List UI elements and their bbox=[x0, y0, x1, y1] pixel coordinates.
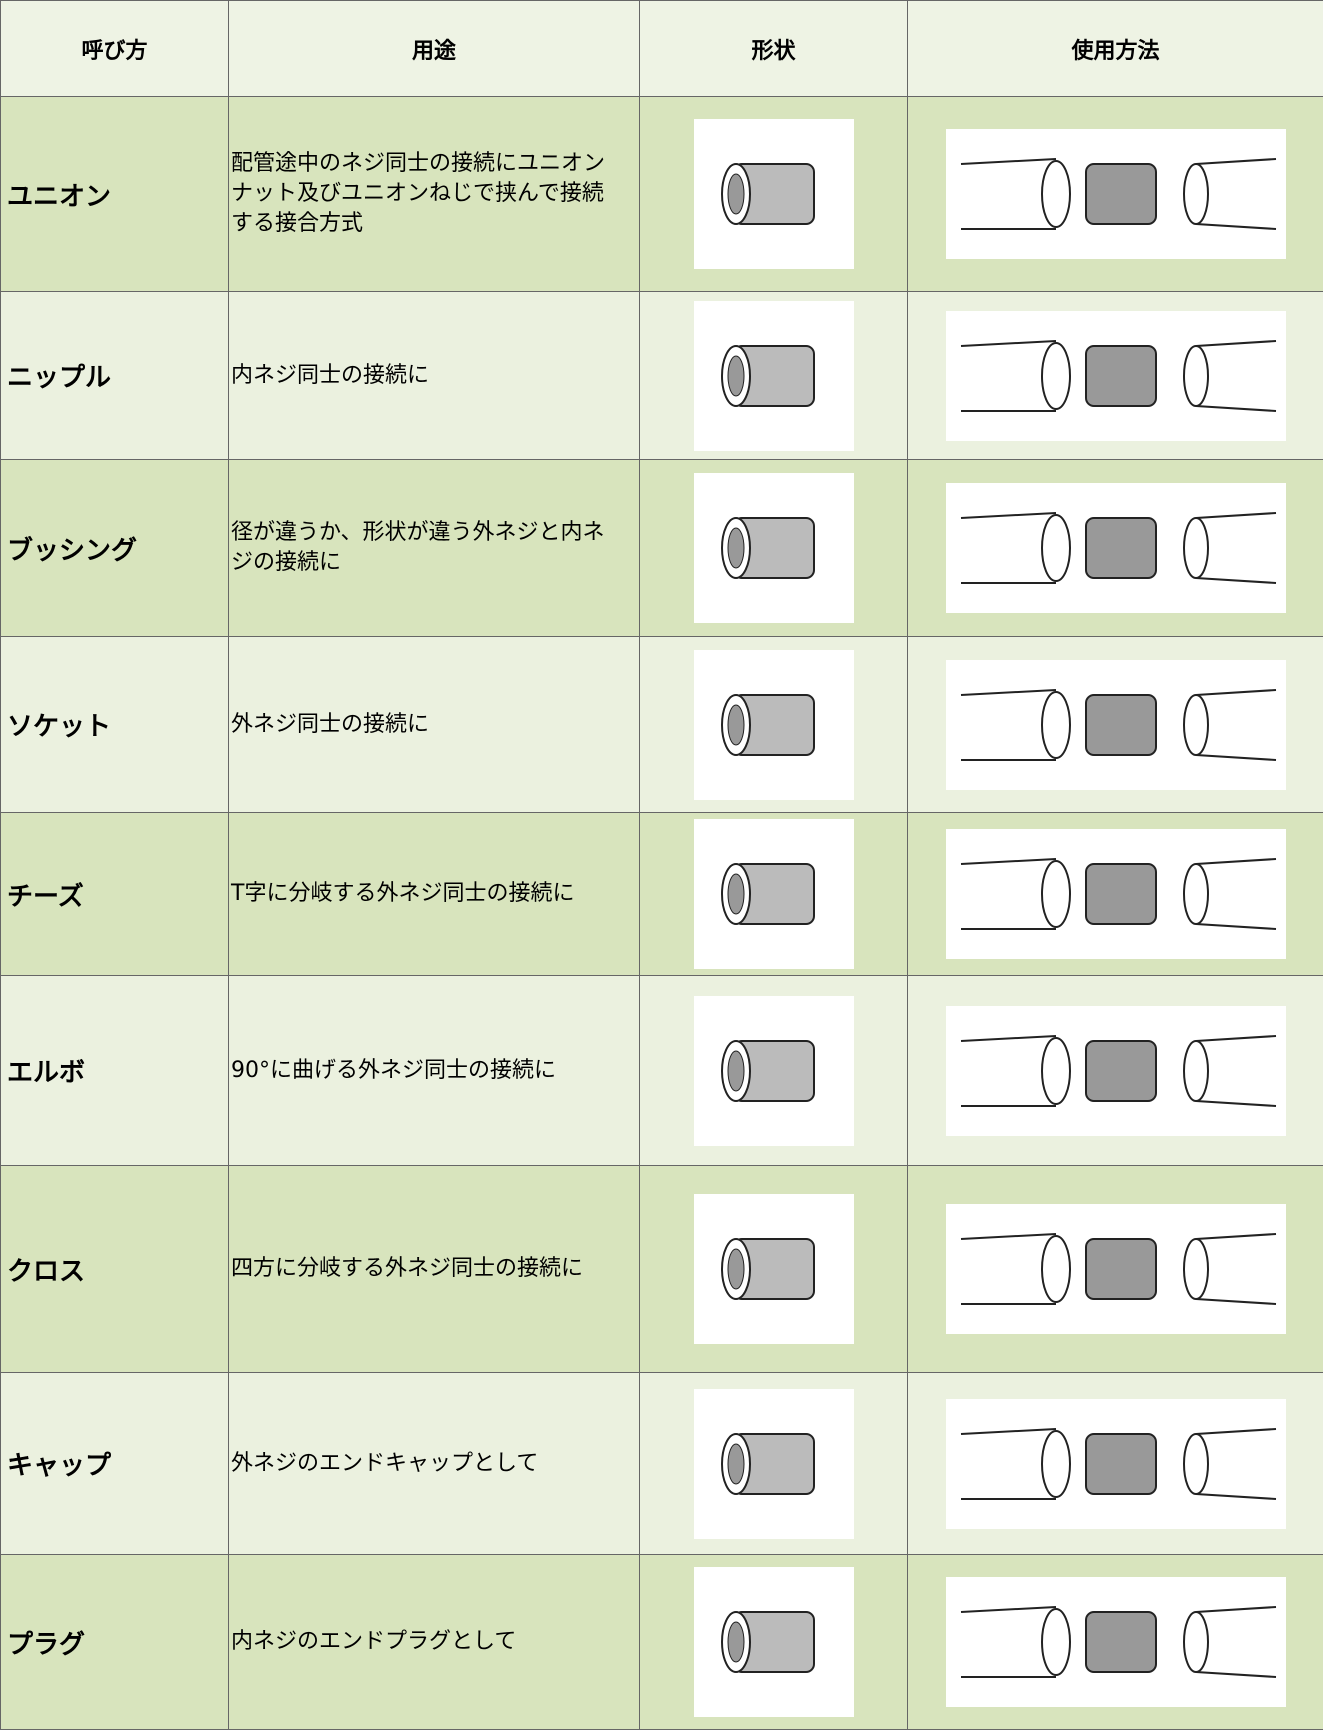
fitting-name: チーズ bbox=[0, 812, 229, 976]
fitting-name: クロス bbox=[0, 1165, 229, 1373]
table-row: チーズ T字に分岐する外ネジ同士の接続に bbox=[0, 812, 1323, 976]
shape-cell bbox=[639, 96, 908, 292]
fitting-use: 外ネジのエンドキャップとして bbox=[228, 1372, 640, 1555]
fitting-use: T字に分岐する外ネジ同士の接続に bbox=[228, 812, 640, 976]
shape-illustration bbox=[693, 1194, 854, 1344]
usage-illustration bbox=[945, 1204, 1286, 1334]
table-row: ソケット 外ネジ同士の接続に bbox=[0, 636, 1323, 813]
header-row: 呼び方 用途 形状 使用方法 bbox=[0, 0, 1323, 97]
fitting-name: プラグ bbox=[0, 1554, 229, 1730]
usage-illustration bbox=[945, 310, 1286, 441]
shape-cell bbox=[639, 459, 908, 637]
shape-illustration bbox=[693, 1388, 854, 1539]
usage-cell bbox=[907, 1165, 1323, 1373]
fitting-name: ニップル bbox=[0, 291, 229, 460]
usage-cell bbox=[907, 291, 1323, 460]
header-cell: 用途 bbox=[228, 0, 640, 97]
fitting-name: キャップ bbox=[0, 1372, 229, 1555]
fitting-name: エルボ bbox=[0, 975, 229, 1166]
shape-cell bbox=[639, 1165, 908, 1373]
shape-illustration bbox=[693, 119, 854, 269]
usage-cell bbox=[907, 96, 1323, 292]
usage-illustration bbox=[945, 1577, 1286, 1707]
usage-cell bbox=[907, 812, 1323, 976]
header-cell: 呼び方 bbox=[0, 0, 229, 97]
shape-illustration bbox=[693, 649, 854, 800]
table-row: クロス 四方に分岐する外ネジ同士の接続に bbox=[0, 1165, 1323, 1373]
shape-illustration bbox=[693, 473, 854, 623]
usage-cell bbox=[907, 459, 1323, 637]
shape-cell bbox=[639, 636, 908, 813]
fitting-use: 外ネジ同士の接続に bbox=[228, 636, 640, 813]
shape-cell bbox=[639, 975, 908, 1166]
shape-cell bbox=[639, 1554, 908, 1730]
header-cell: 形状 bbox=[639, 0, 908, 97]
fitting-use: 90°に曲げる外ネジ同士の接続に bbox=[228, 975, 640, 1166]
shape-illustration bbox=[693, 1567, 854, 1717]
table-row: ニップル 内ネジ同士の接続に bbox=[0, 291, 1323, 460]
table-row: エルボ 90°に曲げる外ネジ同士の接続に bbox=[0, 975, 1323, 1166]
usage-illustration bbox=[945, 1398, 1286, 1529]
shape-illustration bbox=[693, 300, 854, 451]
shape-cell bbox=[639, 1372, 908, 1555]
usage-cell bbox=[907, 1372, 1323, 1555]
usage-illustration bbox=[945, 483, 1286, 613]
usage-illustration bbox=[945, 829, 1286, 959]
shape-illustration bbox=[693, 819, 854, 969]
usage-cell bbox=[907, 636, 1323, 813]
header-cell: 使用方法 bbox=[907, 0, 1323, 97]
fitting-name: ユニオン bbox=[0, 96, 229, 292]
fitting-use: 内ネジ同士の接続に bbox=[228, 291, 640, 460]
usage-illustration bbox=[945, 129, 1286, 259]
shape-illustration bbox=[693, 995, 854, 1146]
table-row: プラグ 内ネジのエンドプラグとして bbox=[0, 1554, 1323, 1730]
shape-cell bbox=[639, 812, 908, 976]
usage-cell bbox=[907, 1554, 1323, 1730]
fitting-use: 配管途中のネジ同士の接続にユニオンナット及びユニオンねじで挟んで接続する接合方式 bbox=[228, 96, 640, 292]
usage-cell bbox=[907, 975, 1323, 1166]
table-row: ブッシング 径が違うか、形状が違う外ネジと内ネジの接続に bbox=[0, 459, 1323, 637]
fitting-name: ソケット bbox=[0, 636, 229, 813]
usage-illustration bbox=[945, 659, 1286, 790]
table-row: キャップ 外ネジのエンドキャップとして bbox=[0, 1372, 1323, 1555]
fitting-use: 径が違うか、形状が違う外ネジと内ネジの接続に bbox=[228, 459, 640, 637]
fitting-use: 四方に分岐する外ネジ同士の接続に bbox=[228, 1165, 640, 1373]
fitting-use: 内ネジのエンドプラグとして bbox=[228, 1554, 640, 1730]
shape-cell bbox=[639, 291, 908, 460]
table-body: ユニオン 配管途中のネジ同士の接続にユニオンナット及びユニオンねじで挟んで接続する… bbox=[0, 96, 1323, 1730]
usage-illustration bbox=[945, 1005, 1286, 1136]
table-row: ユニオン 配管途中のネジ同士の接続にユニオンナット及びユニオンねじで挟んで接続する… bbox=[0, 96, 1323, 292]
fitting-name: ブッシング bbox=[0, 459, 229, 637]
